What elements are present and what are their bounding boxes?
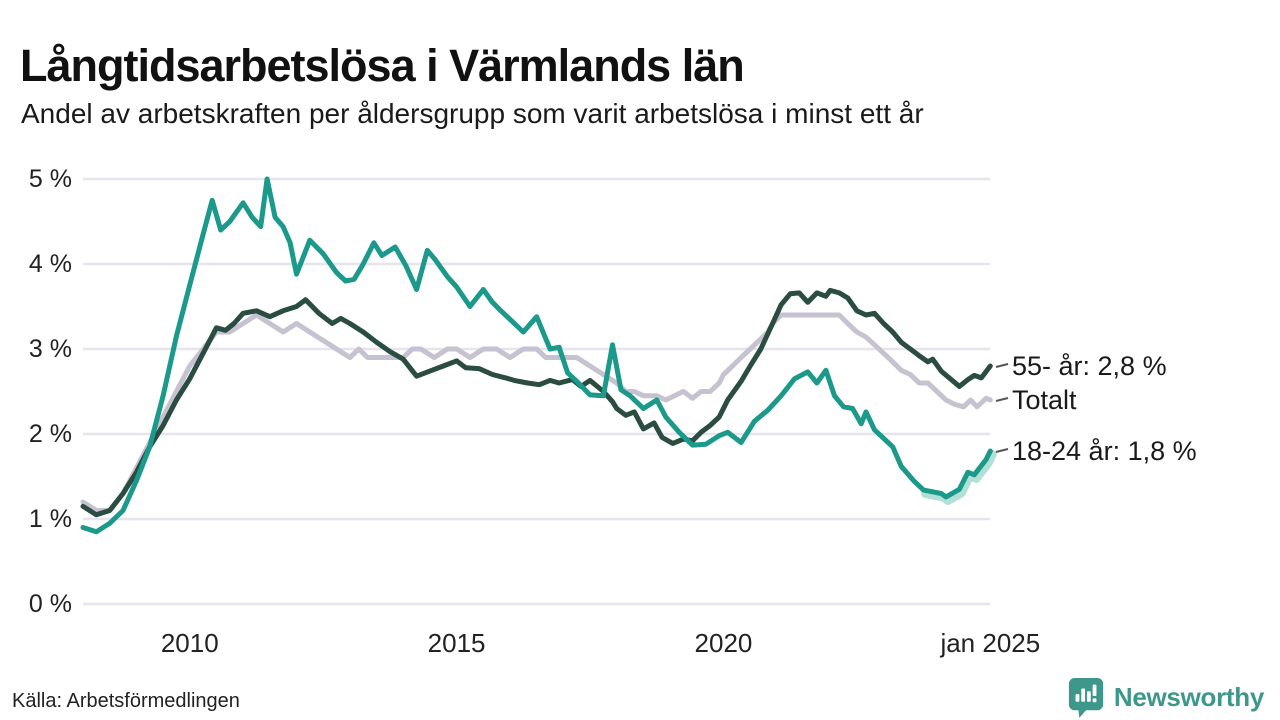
series-uncertainty-band [921,450,997,505]
series-line-18-24-r [80,176,993,535]
y-axis-tick-label: 5 % [29,165,72,193]
y-axis-tick-label: 1 % [29,505,72,533]
x-axis-tick-label: 2020 [695,628,753,658]
x-axis-tick-label: 2015 [428,628,486,658]
y-axis-tick-label: 3 % [29,335,72,363]
series-line-55-r [80,287,993,518]
series-end-label-55-r: 55- år: 2,8 % [1012,351,1167,381]
end-label-connector [995,397,1009,402]
brand-name: Newsworthy [1113,681,1264,712]
series-end-label-totalt: Totalt [1012,385,1077,415]
source-note: Källa: Arbetsförmedlingen [12,690,240,712]
series-end-label-18-24-r: 18-24 år: 1,8 % [1012,436,1197,466]
x-axis-tick-label: 2010 [161,628,219,658]
y-axis-tick-label: 2 % [29,420,72,448]
y-axis-tick-label: 0 % [29,590,72,618]
logo-bars-icon [1075,684,1097,703]
end-label-connector [995,448,1009,453]
series-line-totalt [80,312,993,513]
end-label-connector [995,363,1009,368]
newsworthy-logo-icon [1068,678,1103,718]
chart-subtitle: Andel av arbetskraften per åldersgrupp s… [21,98,924,129]
x-axis-tick-label: jan 2025 [939,628,1040,658]
y-axis-tick-label: 4 % [29,250,72,278]
brand-lockup[interactable]: Newsworthy [1067,676,1264,718]
logo-bubble [1068,678,1103,718]
page-title: Långtidsarbetslösa i Värmlands län [20,40,745,92]
